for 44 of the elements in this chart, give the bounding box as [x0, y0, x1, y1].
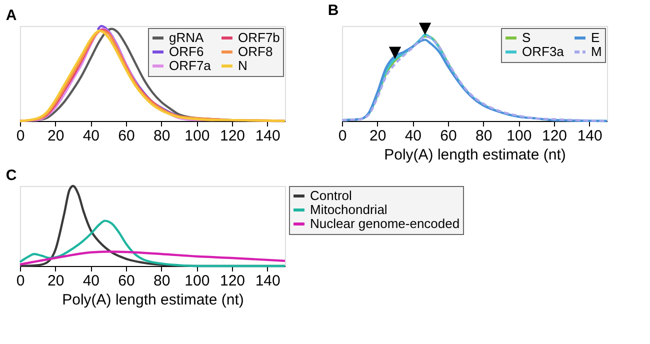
- x-tick-label: 100: [506, 128, 532, 144]
- chart-title: A: [6, 6, 17, 24]
- legend-label: ORF7b: [238, 30, 280, 45]
- x-tick-label: 120: [220, 128, 246, 144]
- chart-title: C: [6, 166, 17, 184]
- x-tick-label: 60: [118, 272, 135, 290]
- x-tick-label: 0: [16, 272, 25, 290]
- x-tick-label: 140: [255, 128, 280, 144]
- legend-label: ORF7a: [169, 58, 212, 73]
- annotation: ▼: [418, 18, 432, 37]
- x-tick-label: 0: [338, 128, 347, 144]
- annotation: ▼: [388, 42, 402, 62]
- legend-label: N: [238, 58, 248, 73]
- x-tick-label: 60: [118, 128, 135, 144]
- legend-label: ORF8: [238, 44, 273, 59]
- legend-label: E: [591, 30, 600, 45]
- x-tick-label: 40: [404, 128, 422, 144]
- x-tick-label: 100: [184, 128, 210, 144]
- x-tick-label: 20: [47, 272, 64, 290]
- x-tick-label: 40: [82, 128, 100, 144]
- legend-label: ORF3a: [522, 44, 565, 59]
- legend-label: Control: [310, 188, 352, 203]
- x-tick-label: 100: [184, 272, 210, 290]
- x-tick-label: 60: [440, 128, 457, 144]
- x-axis-title: Poly(A) length estimate (nt): [384, 146, 566, 164]
- legend-label: S: [522, 30, 531, 45]
- x-tick-label: 140: [255, 272, 280, 290]
- legend-label: M: [591, 44, 602, 59]
- x-tick-label: 20: [369, 128, 386, 144]
- legend-label: gRNA: [169, 30, 204, 45]
- x-tick-label: 140: [577, 128, 602, 144]
- x-tick-label: 80: [153, 128, 170, 144]
- x-tick-label: 80: [153, 272, 170, 290]
- chart-title: B: [328, 2, 339, 19]
- x-axis-title: Poly(A) length estimate (nt): [62, 292, 244, 308]
- legend-label: Nuclear genome-encoded: [310, 216, 460, 231]
- x-tick-label: 120: [220, 272, 246, 290]
- x-tick-label: 0: [16, 128, 25, 144]
- x-tick-label: 120: [542, 128, 568, 144]
- x-tick-label: 40: [82, 272, 100, 290]
- x-tick-label: 20: [47, 128, 64, 144]
- x-tick-label: 80: [475, 128, 492, 144]
- legend-label: ORF6: [169, 44, 204, 59]
- legend-label: Mitochondrial: [310, 202, 388, 217]
